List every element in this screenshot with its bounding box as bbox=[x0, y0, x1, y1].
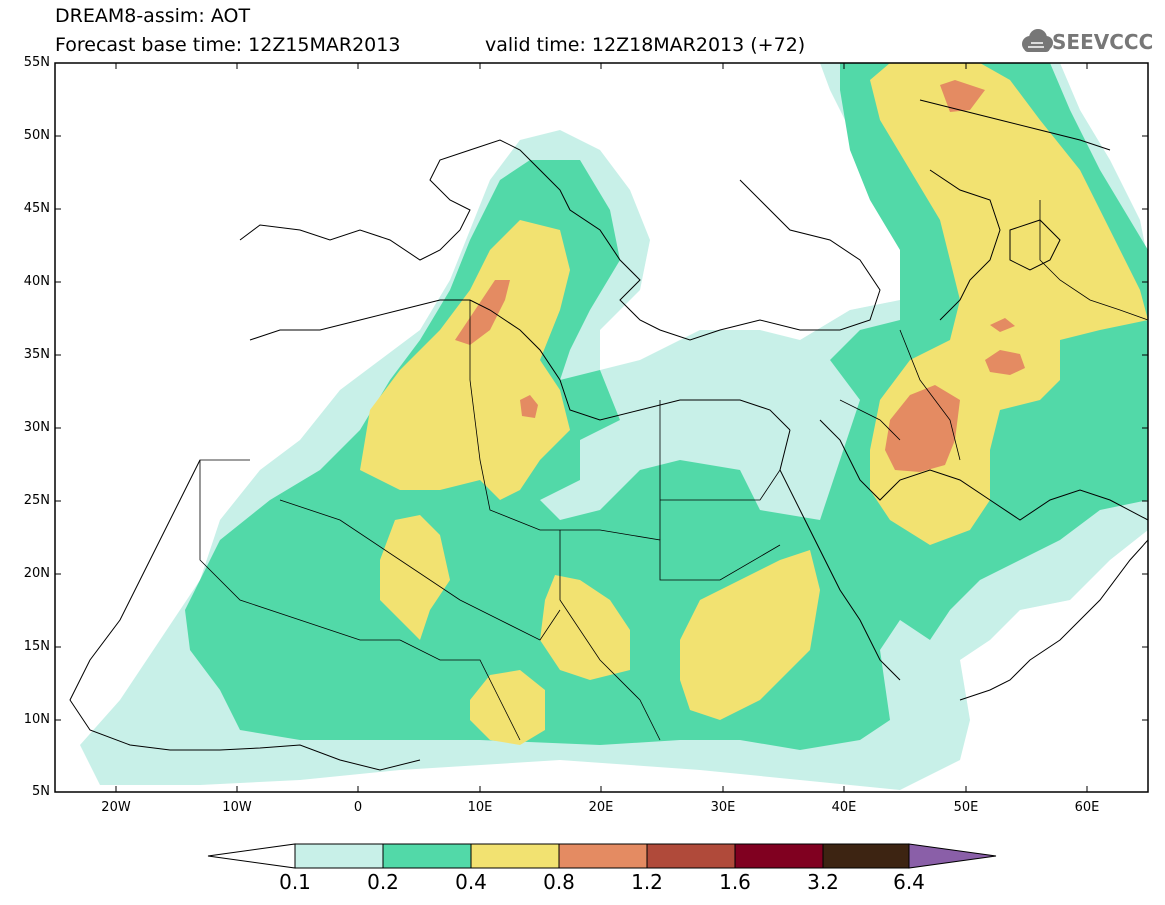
colorbar-label: 0.1 bbox=[279, 870, 311, 894]
colorbar-label: 6.4 bbox=[893, 870, 925, 894]
aot-field-level3-a bbox=[360, 220, 570, 500]
lat-label: 25N bbox=[23, 493, 50, 508]
lat-label: 10N bbox=[23, 712, 50, 727]
colorbar-bin-7 bbox=[822, 843, 910, 869]
colorbar-bin-1 bbox=[294, 843, 384, 869]
colorbar bbox=[207, 843, 997, 869]
lat-label: 5N bbox=[32, 784, 50, 799]
axis-ticks bbox=[55, 62, 1148, 792]
colorbar-label: 1.6 bbox=[719, 870, 751, 894]
cloud-icon bbox=[1022, 29, 1053, 52]
colorbar-label: 0.8 bbox=[543, 870, 575, 894]
lon-label: 30E bbox=[710, 800, 736, 815]
lon-label: 60E bbox=[1074, 800, 1100, 815]
coastlines bbox=[69, 99, 1148, 771]
seevccc-logo: SEEVCCC bbox=[1052, 30, 1154, 54]
lat-label: 20N bbox=[23, 566, 50, 581]
aot-field-level4-a bbox=[455, 280, 510, 345]
aot-field-level4-e bbox=[940, 80, 985, 112]
country-borders bbox=[199, 200, 1148, 741]
aot-field-level3-e bbox=[680, 550, 820, 720]
lat-label: 15N bbox=[23, 639, 50, 654]
aot-field-level4-f bbox=[990, 318, 1015, 332]
colorbar-bin-2 bbox=[382, 843, 472, 869]
map-title: DREAM8-assim: AOT bbox=[55, 5, 251, 27]
aot-field-level3-d bbox=[470, 670, 545, 745]
aot-field-level4-b bbox=[520, 395, 538, 418]
lon-label: 50E bbox=[953, 800, 979, 815]
lat-label: 45N bbox=[23, 201, 50, 216]
lon-label: 0 bbox=[353, 800, 363, 815]
valid-time: valid time: 12Z18MAR2013 (+72) bbox=[485, 34, 806, 56]
aot-field-level3-b bbox=[380, 515, 450, 640]
colorbar-low-arrow bbox=[207, 843, 296, 869]
aot-contours bbox=[69, 63, 1148, 790]
lat-label: 55N bbox=[23, 55, 50, 70]
lat-label: 40N bbox=[23, 274, 50, 289]
aot-field-level3-c bbox=[540, 575, 630, 680]
lon-label: 10W bbox=[222, 800, 252, 815]
colorbar-bin-5 bbox=[646, 843, 736, 869]
lon-label: 40E bbox=[831, 800, 857, 815]
colorbar-label: 0.4 bbox=[455, 870, 487, 894]
colorbar-bin-4 bbox=[558, 843, 648, 869]
lon-label: 10E bbox=[467, 800, 493, 815]
forecast-base-time: Forecast base time: 12Z15MAR2013 bbox=[55, 34, 401, 56]
colorbar-label: 0.2 bbox=[367, 870, 399, 894]
colorbar-label: 3.2 bbox=[807, 870, 839, 894]
lat-label: 30N bbox=[23, 420, 50, 435]
colorbar-high-arrow bbox=[908, 843, 997, 869]
lon-label: 20W bbox=[101, 800, 131, 815]
colorbar-bin-6 bbox=[734, 843, 824, 869]
aot-field-level4-d bbox=[985, 350, 1025, 375]
aot-field-level4-c bbox=[885, 385, 960, 472]
colorbar-bin-3 bbox=[470, 843, 560, 869]
lon-label: 20E bbox=[588, 800, 614, 815]
lat-label: 35N bbox=[23, 347, 50, 362]
lat-label: 50N bbox=[23, 128, 50, 143]
colorbar-label: 1.2 bbox=[631, 870, 663, 894]
